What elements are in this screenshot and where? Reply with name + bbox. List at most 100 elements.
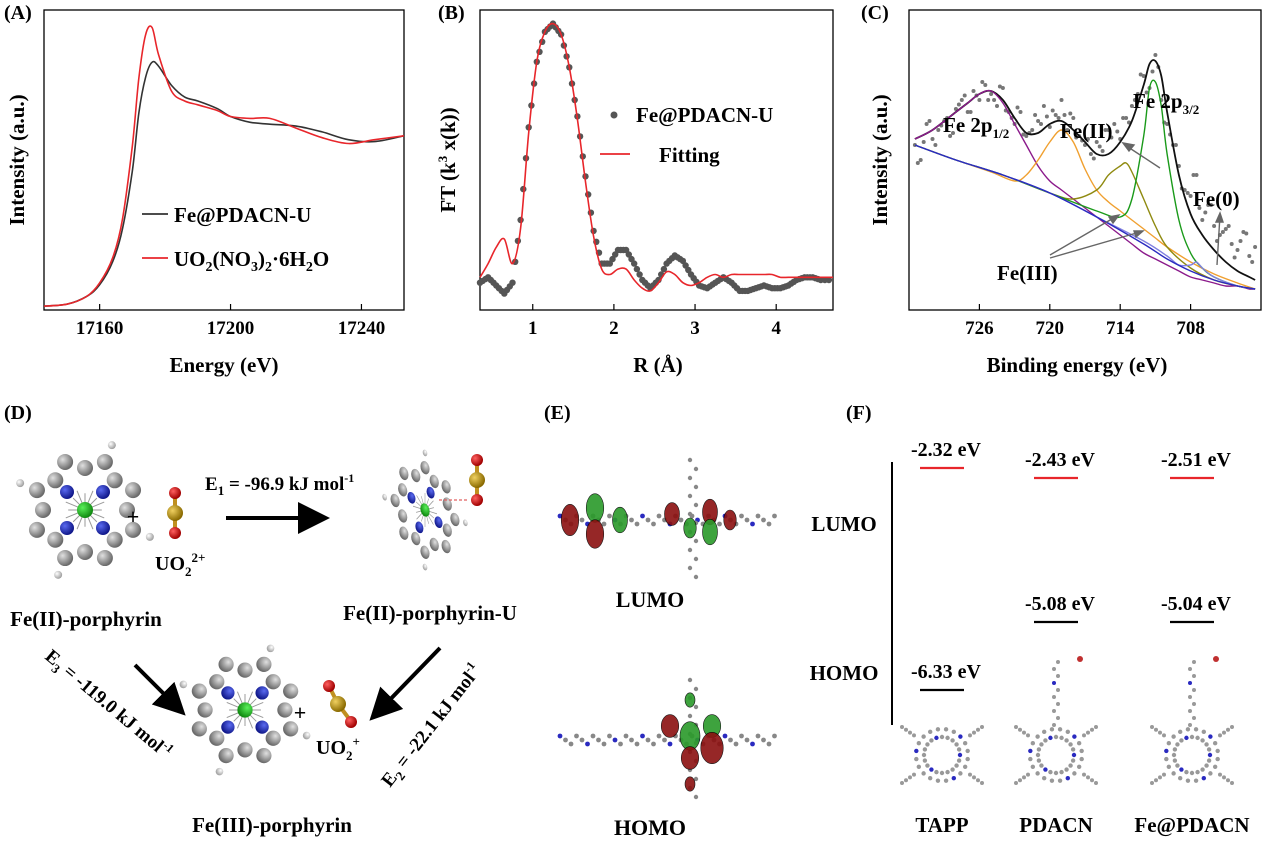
chart-c-series bbox=[912, 53, 1258, 290]
skeleton-atom bbox=[693, 466, 699, 472]
atom-n bbox=[255, 686, 269, 700]
chart-c-xlabel: Binding energy (eV) bbox=[987, 353, 1168, 377]
skeleton-atom bbox=[645, 737, 651, 743]
plus-sign-2: + bbox=[294, 700, 307, 725]
xps-data-point bbox=[1091, 156, 1096, 161]
xps-data-point bbox=[1229, 242, 1234, 246]
skeleton-atom bbox=[943, 727, 949, 732]
xps-data-point bbox=[1044, 114, 1049, 119]
skeleton-atom bbox=[1030, 740, 1036, 746]
orbital-lobe bbox=[723, 509, 737, 531]
arrow-e3 bbox=[133, 663, 186, 716]
skeleton-atom bbox=[722, 733, 728, 739]
panel-a-label: (A) bbox=[4, 2, 32, 24]
xps-data-point bbox=[927, 119, 932, 123]
skeleton-atom bbox=[1171, 734, 1176, 739]
chart-c-xtick-label: 720 bbox=[1036, 318, 1065, 339]
xps-data-point bbox=[1115, 129, 1120, 134]
skeleton-atom bbox=[1068, 763, 1073, 768]
caption-fe2-porphyrin-u: Fe(II)-porphyrin-U bbox=[343, 601, 517, 625]
xps-data-point bbox=[989, 92, 994, 96]
skeleton-atom bbox=[1018, 778, 1022, 783]
skeleton-atom bbox=[1052, 723, 1056, 727]
atom-n bbox=[434, 516, 443, 529]
skeleton-atom bbox=[921, 771, 926, 776]
energy-e3: E3 = -119.0 kJ mol-1 bbox=[39, 643, 177, 765]
skeleton-atom bbox=[687, 475, 693, 481]
skeleton-atom bbox=[693, 484, 699, 490]
atom-c bbox=[429, 537, 439, 552]
series-fe-pdacn-u-line bbox=[43, 60, 405, 307]
skeleton-atom bbox=[662, 737, 667, 743]
skeleton-atom bbox=[1082, 733, 1086, 738]
skeleton-atom bbox=[1090, 727, 1094, 732]
xps-data-point bbox=[1153, 53, 1158, 57]
panel-e-label: (E) bbox=[544, 402, 571, 424]
skeleton-atom bbox=[634, 521, 640, 527]
skeleton-atom bbox=[1059, 735, 1064, 741]
skeleton-atom bbox=[640, 733, 645, 739]
skeleton-atom bbox=[750, 521, 755, 527]
lumo-value: -2.51 eV bbox=[1161, 449, 1232, 471]
skeleton-atom bbox=[1071, 752, 1077, 758]
atom-c bbox=[57, 550, 74, 567]
skeleton-atom bbox=[1215, 748, 1220, 754]
skeleton-atom bbox=[1022, 775, 1026, 780]
data-point bbox=[509, 279, 516, 286]
skeleton-atom bbox=[1041, 729, 1047, 735]
xps-data-point bbox=[915, 161, 920, 165]
xps-data-point bbox=[956, 102, 961, 107]
skeleton-atom bbox=[1014, 781, 1018, 785]
atom-c bbox=[420, 545, 430, 559]
homo-value: -6.33 eV bbox=[911, 661, 982, 683]
xps-data-point bbox=[1106, 128, 1111, 132]
skeleton-atom bbox=[1204, 763, 1209, 768]
xps-data-point bbox=[1132, 98, 1137, 102]
skeleton-atom bbox=[1039, 763, 1044, 768]
skeleton-atom bbox=[744, 517, 750, 523]
skeleton-atom bbox=[579, 517, 585, 523]
xps-data-point bbox=[1056, 116, 1061, 120]
skeleton-atom bbox=[1056, 660, 1060, 664]
xps-data-point bbox=[1050, 108, 1055, 113]
skeleton-atom bbox=[935, 778, 941, 783]
xps-data-point bbox=[1226, 224, 1231, 228]
legend-text-fitting: Fitting bbox=[659, 143, 720, 167]
atom-c bbox=[411, 468, 421, 483]
skeleton-atom bbox=[728, 737, 733, 743]
energy-levels-f: LUMO HOMO -2.32 eV -6.33 eV -2.43 eV -5.08 … bbox=[810, 439, 1250, 837]
xps-data-point bbox=[1100, 149, 1105, 153]
chart-c-ylabel: Intensity (a.u.) bbox=[868, 94, 892, 225]
atom-n bbox=[407, 491, 416, 504]
orbital-lobe bbox=[683, 517, 697, 539]
skeleton-atom bbox=[916, 740, 922, 746]
orbital-lobe bbox=[702, 518, 718, 546]
skeleton-atom bbox=[939, 734, 945, 740]
atom-c bbox=[429, 474, 439, 489]
skeleton-atom bbox=[601, 741, 607, 747]
xps-data-point bbox=[1141, 74, 1146, 78]
skeleton-atom bbox=[1172, 758, 1178, 763]
orbital-lobe bbox=[660, 714, 680, 738]
series-fe-pdacn-u-points bbox=[476, 20, 833, 297]
skeleton-atom bbox=[601, 521, 607, 527]
skeleton-atom bbox=[921, 734, 926, 739]
skeleton-atom bbox=[687, 493, 693, 499]
homo-orbital bbox=[557, 677, 777, 800]
skeleton-atom bbox=[965, 748, 970, 754]
skeleton-atom bbox=[1158, 730, 1162, 735]
series-background-line bbox=[914, 144, 1256, 290]
xps-data-point bbox=[1138, 72, 1143, 77]
xps-data-point bbox=[1150, 69, 1155, 74]
xps-data-point bbox=[995, 104, 999, 108]
skeleton-atom bbox=[1192, 702, 1196, 706]
molecule-fe3-porphyrin bbox=[179, 644, 311, 776]
data-point bbox=[631, 260, 638, 267]
skeleton-atom bbox=[900, 725, 904, 729]
skeleton-atom bbox=[912, 772, 916, 777]
atom-c bbox=[125, 482, 142, 499]
xps-data-point bbox=[1059, 98, 1064, 102]
skeleton-atom bbox=[1039, 742, 1044, 747]
data-point bbox=[825, 276, 833, 284]
skeleton-atom bbox=[1177, 775, 1183, 781]
